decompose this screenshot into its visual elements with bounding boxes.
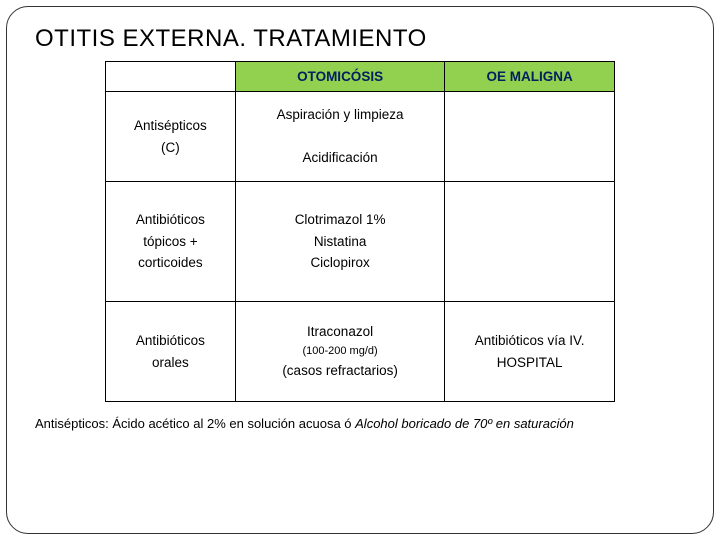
table-row: Antibióticostópicos +corticoidesClotrima…	[106, 182, 615, 302]
page-title: OTITIS EXTERNA. TRATAMIENTO	[35, 25, 685, 53]
table-header-row: OTOMICÓSIS OE MALIGNA	[106, 62, 615, 92]
footnote-plain: Antisépticos: Ácido acético al 2% en sol…	[35, 416, 355, 431]
table-cell	[445, 182, 615, 302]
header-col1: OTOMICÓSIS	[235, 62, 445, 92]
table-row: Antisépticos(C)Aspiración y limpieza Aci…	[106, 92, 615, 182]
table-cell: Aspiración y limpieza Acidificación	[235, 92, 445, 182]
header-col2: OE MALIGNA	[445, 62, 615, 92]
table-cell: Antibióticostópicos +corticoides	[106, 182, 236, 302]
table-cell: Antibióticos vía IV.HOSPITAL	[445, 302, 615, 402]
table-row: AntibióticosoralesItraconazol(100-200 mg…	[106, 302, 615, 402]
table-cell: Antibióticosorales	[106, 302, 236, 402]
footnote-italic: Alcohol boricado de 70º en saturación	[355, 416, 574, 431]
footnote: Antisépticos: Ácido acético al 2% en sol…	[35, 416, 685, 431]
treatment-table: OTOMICÓSIS OE MALIGNA Antisépticos(C)Asp…	[105, 61, 615, 402]
table-cell: Itraconazol(100-200 mg/d)(casos refracta…	[235, 302, 445, 402]
table-cell	[445, 92, 615, 182]
table-cell: Clotrimazol 1%NistatinaCiclopirox	[235, 182, 445, 302]
header-col0	[106, 62, 236, 92]
table-cell: Antisépticos(C)	[106, 92, 236, 182]
